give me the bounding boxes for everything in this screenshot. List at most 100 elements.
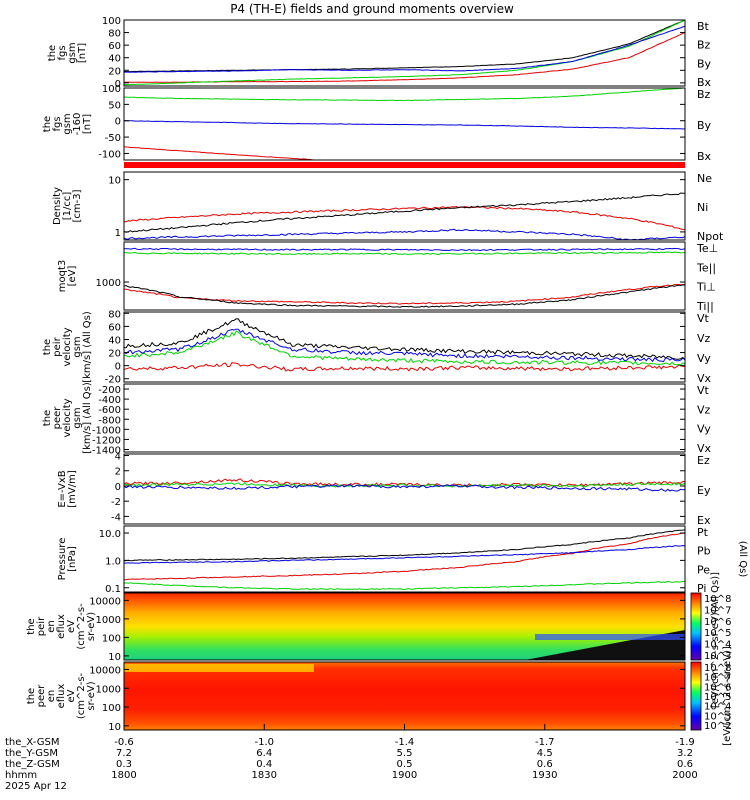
legend-label: Bz	[697, 88, 711, 101]
x-tick-label: -1.7	[535, 737, 555, 748]
y-tick-label: 1.0	[105, 556, 121, 567]
y-label-line: peer	[52, 406, 63, 430]
series-line-Pb	[124, 532, 685, 581]
y-axis-label: the peer velocity gsm [km/s] (All Qs)	[42, 382, 93, 454]
y-label-line: [km/s] (All Qs)	[82, 382, 93, 454]
panel-frame	[123, 241, 686, 311]
series-line-Ti⊥	[124, 247, 685, 252]
series-line-Vt	[124, 318, 685, 360]
y-label-line: velocity	[62, 398, 73, 437]
x-tick-label: 0.6	[677, 759, 693, 770]
y-tick-label: 0	[115, 482, 121, 493]
y-label-line: gsm	[72, 407, 83, 428]
legend-label: Bz	[697, 39, 711, 52]
y-label-line: en	[46, 690, 57, 703]
x-tick-label: 1830	[252, 770, 277, 781]
x-tick-label: -1.9	[675, 737, 695, 748]
legend-label: Vy	[697, 423, 711, 436]
y-tick-label: 4	[115, 452, 121, 463]
y-label-line: eV	[66, 620, 77, 633]
series-line-Te⊥	[124, 283, 685, 305]
y-label-line: [nPa]	[67, 546, 78, 572]
x-tick-label: 7.2	[116, 748, 132, 759]
y-axis: 10000 1000 100 10	[89, 596, 685, 663]
y-tick-label: 1000	[96, 278, 121, 289]
y-label-line: gsm	[62, 113, 73, 134]
legend-label: Ni	[697, 201, 708, 214]
legend-label: Vt	[697, 312, 710, 325]
y-tick-label: -1000	[92, 425, 121, 436]
legend-label: Npot	[697, 230, 724, 243]
legend-label: Pt	[697, 526, 709, 539]
y-tick-label: 10	[108, 176, 121, 187]
legend-label: Pb	[697, 545, 711, 558]
x-tick-label: -0.6	[114, 737, 134, 748]
panel-10: 10^810^710^610^510^410^310^2100001000100…	[26, 661, 731, 733]
series-line-Pt	[124, 529, 685, 562]
y-label-line: [km/s] (All Qs)	[82, 311, 93, 383]
y-label-line: E=-VxB	[57, 470, 68, 507]
y-tick-label: -200	[98, 385, 121, 396]
spectrogram	[124, 662, 685, 730]
panel-frame	[123, 171, 686, 241]
legend-label: Pi	[697, 582, 706, 595]
colorbar-tick-label: 10^3	[704, 711, 731, 722]
y-label-line: peir	[52, 336, 63, 356]
y-label-line: -160	[72, 113, 83, 136]
y-tick-label: 100	[102, 633, 121, 644]
series-line-Te||	[124, 284, 685, 308]
y-tick-label: 20	[108, 349, 121, 360]
legend-label: Bx	[697, 150, 712, 163]
y-axis-label: Pressure [nPa]	[57, 538, 78, 581]
y-label-line: Density	[52, 187, 63, 225]
y-tick-label: 10	[108, 652, 121, 663]
y-tick-label: 40	[108, 335, 121, 346]
series-line-Ti||	[124, 251, 685, 256]
y-label-line: [1/cc]	[62, 192, 73, 221]
y-tick-label: 0	[115, 79, 121, 90]
x-tick-label: 2000	[672, 770, 697, 781]
y-label-line: the	[26, 688, 37, 704]
x-row-label: the_Z-GSM	[5, 759, 60, 770]
x-tick-label: 0.5	[397, 759, 413, 770]
panel-frame	[123, 592, 686, 661]
legend-label: Vy	[697, 352, 711, 365]
colorbar-tick-label: 10^7	[704, 605, 731, 616]
x-tick-label: 0.3	[116, 759, 132, 770]
y-tick-label: 1	[115, 228, 121, 239]
y-label-line: [mV/m]	[67, 470, 78, 508]
colorbar-tick-label: 10^8	[704, 594, 731, 605]
series-line-Ey	[124, 481, 685, 488]
y-tick-label: -400	[98, 395, 121, 406]
y-label-line: fgs	[52, 116, 63, 131]
y-tick-label: -50	[105, 133, 121, 144]
legend: Bz By Bx	[697, 88, 712, 163]
y-label-line: peir	[36, 616, 47, 636]
y-tick-label: 0	[115, 117, 121, 128]
legend: Te⊥ Te|| Ti⊥ Ti||	[696, 242, 718, 313]
x-tick-label: 3.2	[677, 748, 693, 759]
y-axis-label: moqt3 [eV]	[57, 260, 78, 293]
colorbar-label: [eV/(cm^2-s-sr-eV)]	[722, 646, 733, 746]
separator-bar	[124, 162, 685, 168]
legend-label: Vz	[697, 332, 711, 345]
legend-label: Vt	[697, 384, 710, 397]
series-line-Vx	[124, 328, 685, 363]
y-axis-label: the fgs gsm -160 [nT]	[42, 113, 93, 136]
y-tick-label: -1400	[92, 445, 121, 456]
y-axis: 10 1	[108, 176, 685, 239]
legend-label: Bt	[697, 20, 710, 33]
y-label-line: velocity	[62, 327, 73, 366]
panel-5: Vt Vz Vy Vx 80 60 40 20 0 -20 the peir velocity gsm [k…	[42, 309, 712, 385]
y-axis-label: the peir en eflux eV (cm^2-s-sr-eV)	[26, 603, 97, 650]
y-tick-label: 10000	[89, 596, 121, 607]
y-tick-label: 20	[108, 66, 121, 77]
y-tick-label: 80	[108, 29, 121, 40]
x-tick-label: 4.5	[537, 748, 553, 759]
y-tick-label: 40	[108, 54, 121, 65]
panel-frame	[123, 453, 686, 525]
y-axis-label: Density [1/cc] [cm-3]	[52, 187, 83, 225]
y-label-line: eflux	[56, 684, 67, 709]
x-tick-label: 1900	[392, 770, 417, 781]
y-tick-label: 100	[102, 84, 121, 95]
